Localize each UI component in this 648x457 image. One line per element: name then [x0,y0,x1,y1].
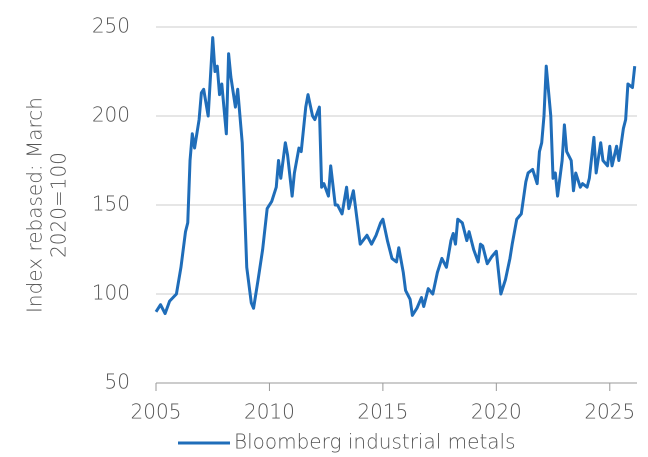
y-axis-label: Index rebased: March 2020=100 [23,97,71,313]
y-tick-label: 100 [92,281,130,305]
y-tick-label: 200 [92,103,130,127]
y-tick-label: 50 [105,370,130,394]
y-label-line: 2020=100 [47,152,71,258]
y-label-line: Index rebased: March [23,97,47,313]
x-tick-label: 2025 [584,400,635,424]
x-tick-label: 2005 [131,400,182,424]
legend-label: Bloomberg industrial metals [234,430,516,454]
x-tick-label: 2015 [357,400,408,424]
data-line [154,36,637,317]
x-tick-label: 2020 [471,400,522,424]
y-tick-label: 150 [92,192,130,216]
y-tick-label: 250 [92,14,130,38]
x-tick-label: 2010 [244,400,295,424]
